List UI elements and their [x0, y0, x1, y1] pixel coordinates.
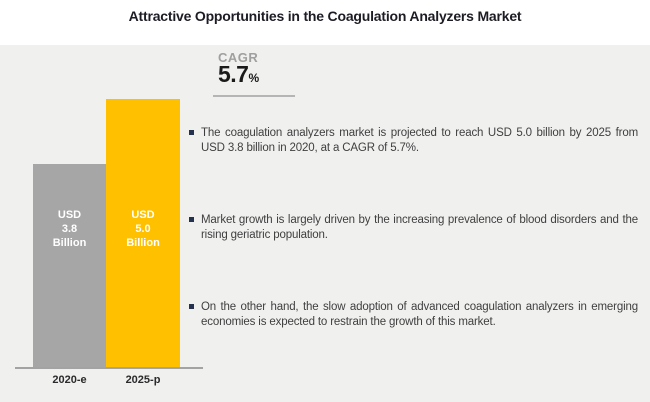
- cagr-number: 5.7: [218, 61, 249, 87]
- bullet-square-icon: [189, 304, 194, 309]
- bar-value-label-2020: USD 3.8 Billion: [33, 208, 106, 250]
- bar-label-line: Billion: [126, 237, 160, 249]
- bullet-text: The coagulation analyzers market is proj…: [201, 127, 638, 154]
- bar-label-line: 3.8: [61, 223, 78, 235]
- list-item: The coagulation analyzers market is proj…: [188, 126, 640, 156]
- cagr-value: 5.7%: [218, 62, 259, 90]
- bullet-square-icon: [189, 130, 194, 135]
- bullet-text: Market growth is largely driven by the i…: [201, 214, 638, 241]
- page-title: Attractive Opportunities in the Coagulat…: [128, 8, 522, 24]
- cagr-underline: [213, 95, 295, 97]
- bar-label-line: Billion: [52, 237, 87, 249]
- bullet-square-icon: [189, 217, 194, 222]
- bullet-text: On the other hand, the slow adoption of …: [201, 301, 638, 328]
- x-axis-line: [15, 367, 203, 369]
- bar-value-label-2025: USD 5.0 Billion: [106, 208, 180, 250]
- cagr-label: CAGR: [218, 50, 259, 65]
- bar-label-line: USD: [131, 209, 155, 221]
- x-tick-2020: 2020-e: [52, 374, 87, 386]
- bar-2025: USD 5.0 Billion: [106, 99, 180, 368]
- bar-label-line: USD: [57, 209, 82, 221]
- percent-sign: %: [248, 71, 260, 85]
- bar-label-line: 5.0: [135, 223, 151, 235]
- list-item: Market growth is largely driven by the i…: [188, 213, 640, 243]
- bar-2020: USD 3.8 Billion: [33, 164, 106, 368]
- x-tick-2025: 2025-p: [125, 374, 161, 386]
- list-item: On the other hand, the slow adoption of …: [188, 300, 640, 330]
